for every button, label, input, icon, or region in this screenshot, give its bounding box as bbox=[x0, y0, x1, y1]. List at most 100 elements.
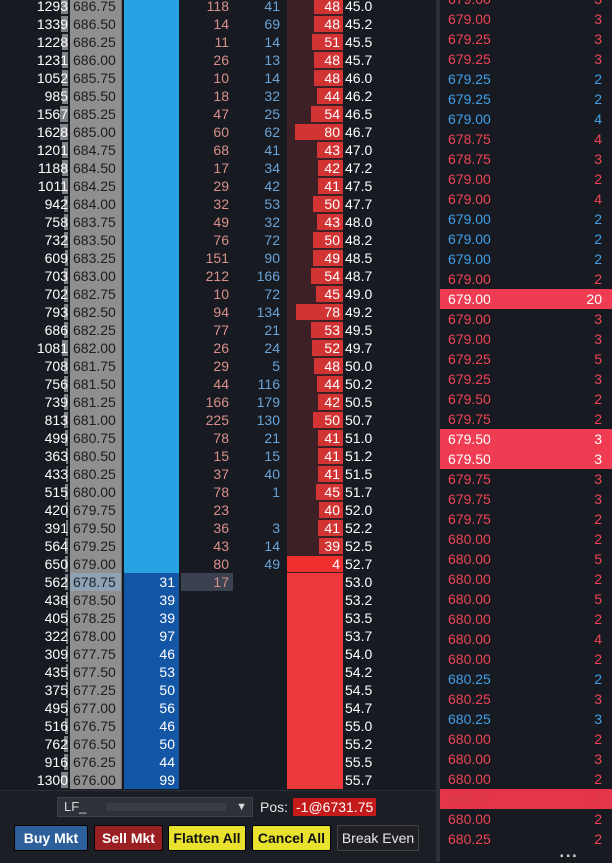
ladder-row[interactable]: 499 680.75 78 21 41 51.0 bbox=[0, 429, 436, 447]
ladder-row[interactable]: 309 677.75 46 54.0 bbox=[0, 645, 436, 663]
ask-cell[interactable]: 53 bbox=[287, 321, 343, 339]
ladder-row[interactable]: 1293 686.75 118 41 48 45.0 bbox=[0, 0, 436, 15]
bid-cell[interactable] bbox=[124, 177, 179, 195]
price-cell[interactable]: 678.75 bbox=[70, 573, 122, 591]
ladder-row[interactable]: 1231 686.00 26 13 48 45.7 bbox=[0, 51, 436, 69]
ladder-row[interactable]: 942 684.00 32 53 50 47.7 bbox=[0, 195, 436, 213]
price-cell[interactable]: 686.25 bbox=[70, 33, 122, 51]
bid-cell[interactable] bbox=[124, 285, 179, 303]
ladder-row[interactable]: 985 685.50 18 32 44 46.2 bbox=[0, 87, 436, 105]
ask-cell[interactable]: 41 bbox=[287, 519, 343, 537]
bid-cell[interactable] bbox=[124, 519, 179, 537]
ladder-row[interactable]: 516 676.75 46 55.0 bbox=[0, 717, 436, 735]
ladder-row[interactable]: 739 681.25 166 179 42 50.5 bbox=[0, 393, 436, 411]
price-cell[interactable]: 678.00 bbox=[70, 627, 122, 645]
price-cell[interactable]: 686.75 bbox=[70, 0, 122, 15]
break-even-button[interactable]: Break Even bbox=[337, 825, 419, 851]
ask-cell[interactable]: 43 bbox=[287, 213, 343, 231]
price-cell[interactable]: 676.25 bbox=[70, 753, 122, 771]
bid-cell[interactable]: 50 bbox=[124, 681, 179, 699]
bid-cell[interactable] bbox=[124, 0, 179, 15]
ladder-row[interactable]: 363 680.50 15 15 41 51.2 bbox=[0, 447, 436, 465]
price-cell[interactable]: 679.50 bbox=[70, 519, 122, 537]
ladder-row[interactable]: 420 679.75 23 40 52.0 bbox=[0, 501, 436, 519]
ask-cell[interactable] bbox=[287, 645, 343, 663]
bid-cell[interactable]: 39 bbox=[124, 591, 179, 609]
ladder-row[interactable]: 405 678.25 39 53.5 bbox=[0, 609, 436, 627]
sell-market-button[interactable]: Sell Mkt bbox=[94, 825, 163, 851]
bid-cell[interactable] bbox=[124, 105, 179, 123]
ask-cell[interactable]: 39 bbox=[287, 537, 343, 555]
price-cell[interactable]: 681.75 bbox=[70, 357, 122, 375]
ladder-row[interactable]: 564 679.25 43 14 39 52.5 bbox=[0, 537, 436, 555]
ladder-row[interactable]: 708 681.75 29 5 48 50.0 bbox=[0, 357, 436, 375]
ladder-row[interactable]: 433 680.25 37 40 41 51.5 bbox=[0, 465, 436, 483]
ask-cell[interactable] bbox=[287, 573, 343, 591]
ask-cell[interactable]: 78 bbox=[287, 303, 343, 321]
price-cell[interactable]: 676.75 bbox=[70, 717, 122, 735]
ladder-row[interactable]: 1188 684.50 17 34 42 47.2 bbox=[0, 159, 436, 177]
price-cell[interactable]: 680.75 bbox=[70, 429, 122, 447]
ladder-row[interactable]: 916 676.25 44 55.5 bbox=[0, 753, 436, 771]
ask-cell[interactable]: 45 bbox=[287, 483, 343, 501]
ask-cell[interactable]: 45 bbox=[287, 285, 343, 303]
ladder-row[interactable]: 495 677.00 56 54.7 bbox=[0, 699, 436, 717]
ladder-row[interactable]: 562 678.75 31 17 53.0 bbox=[0, 573, 436, 591]
ladder-row[interactable]: 686 682.25 77 21 53 49.5 bbox=[0, 321, 436, 339]
price-cell[interactable]: 676.50 bbox=[70, 735, 122, 753]
ladder-row[interactable]: 435 677.50 53 54.2 bbox=[0, 663, 436, 681]
price-cell[interactable]: 683.50 bbox=[70, 231, 122, 249]
ask-cell[interactable]: 41 bbox=[287, 429, 343, 447]
price-cell[interactable]: 680.25 bbox=[70, 465, 122, 483]
ask-cell[interactable]: 42 bbox=[287, 159, 343, 177]
ask-cell[interactable]: 41 bbox=[287, 465, 343, 483]
bid-cell[interactable]: 50 bbox=[124, 735, 179, 753]
ladder-row[interactable]: 1339 686.50 14 69 48 45.2 bbox=[0, 15, 436, 33]
ask-cell[interactable]: 44 bbox=[287, 375, 343, 393]
bid-cell[interactable]: 44 bbox=[124, 753, 179, 771]
ladder-row[interactable]: 1201 684.75 68 41 43 47.0 bbox=[0, 141, 436, 159]
price-cell[interactable]: 678.25 bbox=[70, 609, 122, 627]
bid-cell[interactable] bbox=[124, 87, 179, 105]
ask-cell[interactable] bbox=[287, 735, 343, 753]
price-cell[interactable]: 677.25 bbox=[70, 681, 122, 699]
ask-cell[interactable] bbox=[287, 663, 343, 681]
ladder-row[interactable]: 756 681.50 44 116 44 50.2 bbox=[0, 375, 436, 393]
price-cell[interactable]: 683.25 bbox=[70, 249, 122, 267]
ladder-row[interactable]: 702 682.75 10 72 45 49.0 bbox=[0, 285, 436, 303]
price-cell[interactable]: 678.50 bbox=[70, 591, 122, 609]
ask-cell[interactable] bbox=[287, 609, 343, 627]
price-cell[interactable]: 680.50 bbox=[70, 447, 122, 465]
bid-cell[interactable]: 46 bbox=[124, 717, 179, 735]
ladder-row[interactable]: 515 680.00 78 1 45 51.7 bbox=[0, 483, 436, 501]
ask-cell[interactable]: 44 bbox=[287, 87, 343, 105]
ask-cell[interactable]: 49 bbox=[287, 249, 343, 267]
ladder-row[interactable]: 322 678.00 97 53.7 bbox=[0, 627, 436, 645]
bid-cell[interactable] bbox=[124, 33, 179, 51]
ladder-row[interactable]: 650 679.00 80 49 4 52.7 bbox=[0, 555, 436, 573]
ask-cell[interactable]: 54 bbox=[287, 105, 343, 123]
bid-cell[interactable] bbox=[124, 483, 179, 501]
bid-cell[interactable] bbox=[124, 429, 179, 447]
cancel-all-button[interactable]: Cancel All bbox=[252, 825, 331, 851]
price-cell[interactable]: 679.25 bbox=[70, 537, 122, 555]
ladder-row[interactable]: 1567 685.25 47 25 54 46.5 bbox=[0, 105, 436, 123]
ask-cell[interactable]: 48 bbox=[287, 357, 343, 375]
price-cell[interactable]: 681.25 bbox=[70, 393, 122, 411]
bid-cell[interactable] bbox=[124, 195, 179, 213]
bid-cell[interactable]: 56 bbox=[124, 699, 179, 717]
ask-cell[interactable]: 51 bbox=[287, 33, 343, 51]
ask-cell[interactable] bbox=[287, 627, 343, 645]
ladder-row[interactable]: 609 683.25 151 90 49 48.5 bbox=[0, 249, 436, 267]
ask-cell[interactable]: 50 bbox=[287, 231, 343, 249]
price-cell[interactable]: 677.00 bbox=[70, 699, 122, 717]
ladder-row[interactable]: 1011 684.25 29 42 41 47.5 bbox=[0, 177, 436, 195]
flatten-all-button[interactable]: Flatten All bbox=[168, 825, 246, 851]
bid-cell[interactable] bbox=[124, 141, 179, 159]
bid-cell[interactable] bbox=[124, 321, 179, 339]
panel-divider[interactable] bbox=[436, 0, 440, 862]
bid-cell[interactable] bbox=[124, 249, 179, 267]
bid-cell[interactable]: 97 bbox=[124, 627, 179, 645]
price-cell[interactable]: 682.75 bbox=[70, 285, 122, 303]
price-cell[interactable]: 681.50 bbox=[70, 375, 122, 393]
